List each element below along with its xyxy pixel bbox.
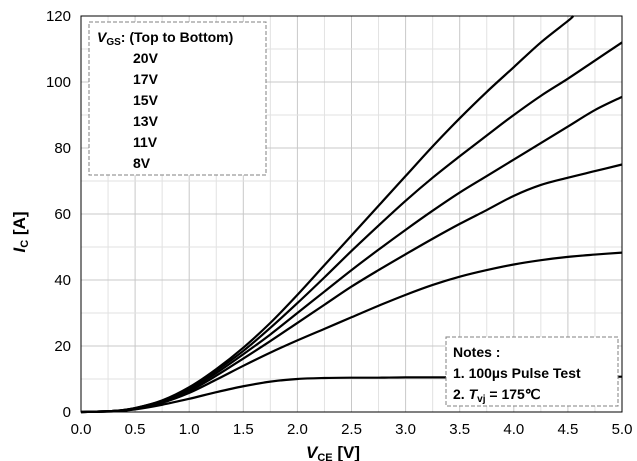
x-tick-labels: 0.0 0.5 1.0 1.5 2.0 2.5 3.0 3.5 4.0 4.5 5.0	[71, 421, 633, 438]
notes-line-2: 2. Tvj = 175℃	[453, 386, 541, 405]
notes-line-2-prefix: 2.	[453, 386, 469, 402]
x-tick-label: 3.0	[395, 421, 416, 438]
notes-box: Notes : 1. 100µs Pulse Test 2. Tvj = 175…	[445, 336, 619, 407]
y-tick-label: 40	[54, 272, 71, 289]
legend-frame	[88, 21, 267, 176]
legend-entry: 15V	[133, 92, 159, 108]
x-axis-title-unit: [V]	[333, 443, 360, 461]
x-tick-label: 3.5	[449, 421, 470, 438]
curve-group	[80, 15, 623, 414]
y-tick-label: 60	[54, 206, 71, 223]
x-tick-label: 2.0	[287, 421, 308, 438]
notes-heading: Notes :	[453, 344, 500, 360]
y-axis-title-unit: [A]	[10, 211, 29, 239]
y-axis-title-var: I	[10, 247, 29, 253]
legend-title-sub: GS	[106, 37, 121, 48]
legend-title: VGS: (Top to Bottom)	[97, 29, 233, 48]
legend-box: VGS: (Top to Bottom) 20V 17V 15V 13V 11V…	[88, 21, 267, 176]
x-tick-label: 4.0	[503, 421, 524, 438]
legend-entry: 13V	[133, 113, 159, 129]
notes-line-2-rest: = 175℃	[485, 386, 540, 402]
legend-entry: 11V	[133, 134, 158, 150]
legend-entry: 8V	[133, 155, 151, 171]
notes-line-1: 1. 100µs Pulse Test	[453, 365, 581, 381]
x-tick-label: 4.5	[557, 421, 578, 438]
plot-frame	[80, 15, 623, 413]
y-axis-title: IC [A]	[10, 211, 31, 252]
x-tick-label: 2.5	[341, 421, 362, 438]
x-tick-label: 1.0	[179, 421, 200, 438]
x-axis-title-sub: CE	[317, 452, 332, 461]
y-tick-label: 20	[54, 338, 71, 355]
notes-line-2-sub: vj	[477, 394, 486, 405]
notes-frame	[445, 336, 619, 407]
notes-line-2-var: T	[469, 386, 479, 402]
x-tick-label: 0.0	[71, 421, 92, 438]
legend-title-rest: : (Top to Bottom)	[121, 29, 233, 45]
x-axis-title-var: V	[306, 443, 319, 461]
legend-entry: 20V	[133, 50, 159, 66]
y-tick-label: 0	[63, 404, 71, 421]
y-axis-title-sub: C	[19, 240, 31, 248]
x-tick-label: 5.0	[612, 421, 633, 438]
x-axis-title: VCE [V]	[306, 443, 360, 461]
curve-5	[80, 251, 623, 414]
y-tick-label: 100	[46, 74, 71, 91]
legend-entry: 17V	[133, 71, 159, 87]
legend-title-var: V	[97, 29, 108, 45]
x-tick-label: 1.5	[233, 421, 254, 438]
y-tick-label: 120	[46, 8, 71, 25]
x-tick-label: 0.5	[125, 421, 146, 438]
y-tick-labels: 0 20 40 60 80 100 120	[46, 8, 71, 421]
y-tick-label: 80	[54, 140, 71, 157]
